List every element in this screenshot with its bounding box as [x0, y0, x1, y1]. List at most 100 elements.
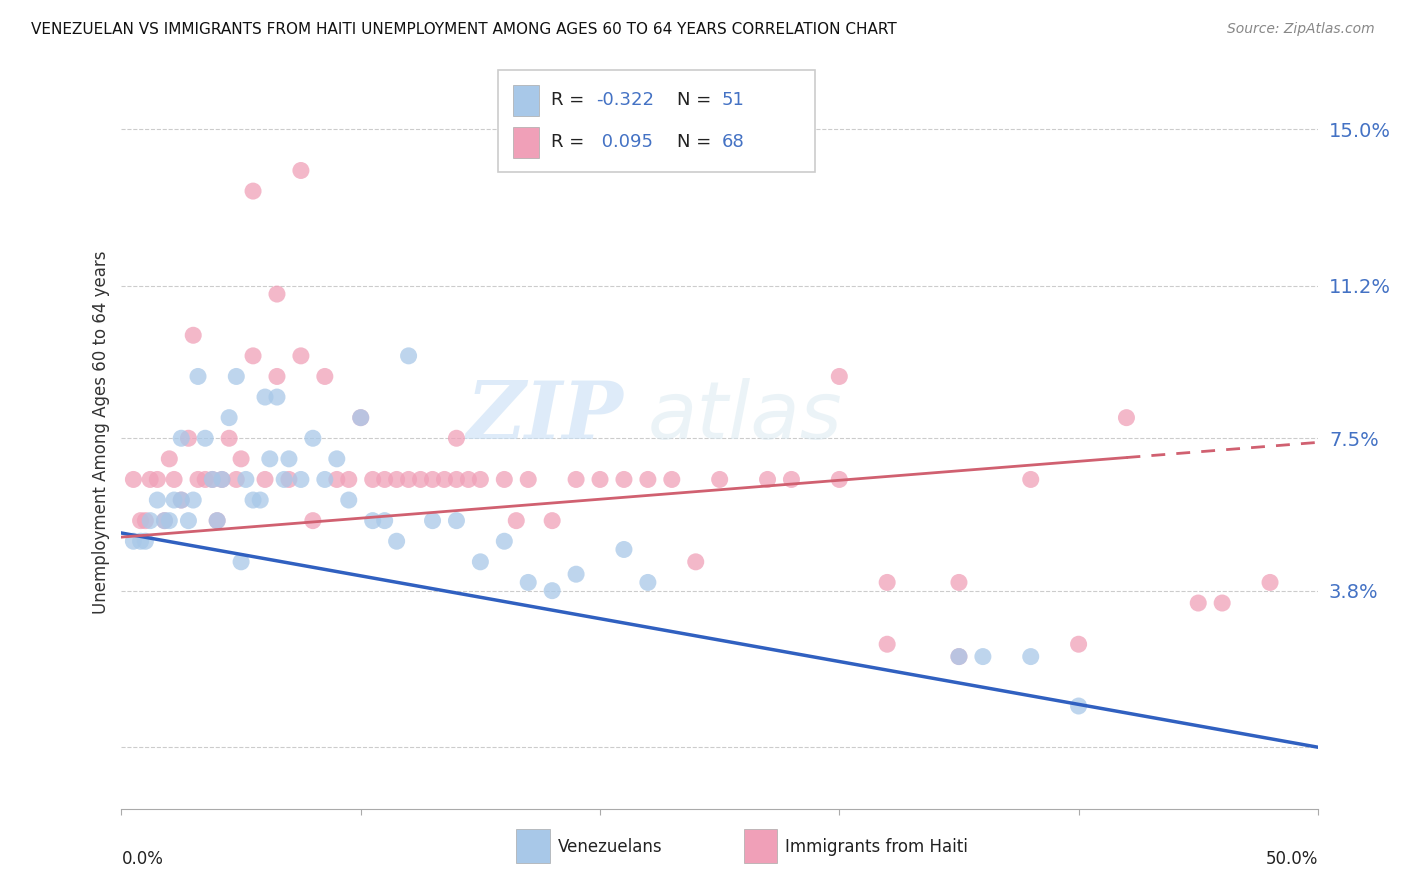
Point — [290, 472, 312, 486]
Point — [194, 472, 217, 486]
Point — [446, 472, 468, 486]
Point — [709, 472, 731, 486]
Point — [1019, 472, 1042, 486]
Point — [457, 472, 479, 486]
Point — [253, 472, 276, 486]
Point — [314, 472, 336, 486]
Point — [163, 493, 186, 508]
Point — [181, 328, 204, 343]
Point — [139, 514, 162, 528]
Point — [1067, 698, 1090, 713]
Point — [170, 493, 193, 508]
Point — [266, 390, 288, 404]
Point — [494, 472, 516, 486]
Point — [398, 349, 420, 363]
Point — [242, 493, 264, 508]
Point — [211, 472, 233, 486]
Point — [350, 410, 373, 425]
Text: 0.095: 0.095 — [596, 133, 654, 151]
Y-axis label: Unemployment Among Ages 60 to 64 years: Unemployment Among Ages 60 to 64 years — [93, 251, 110, 614]
Point — [948, 575, 970, 590]
Point — [756, 472, 779, 486]
Text: R =: R = — [551, 133, 591, 151]
Point — [163, 472, 186, 486]
Point — [290, 163, 312, 178]
Point — [177, 431, 200, 445]
FancyBboxPatch shape — [513, 85, 538, 116]
Point — [170, 431, 193, 445]
Point — [218, 410, 240, 425]
Point — [446, 431, 468, 445]
Point — [541, 583, 564, 598]
Point — [948, 649, 970, 664]
Point — [613, 542, 636, 557]
Point — [146, 472, 169, 486]
Point — [249, 493, 271, 508]
Point — [637, 575, 659, 590]
FancyBboxPatch shape — [744, 830, 778, 863]
Point — [361, 472, 384, 486]
Point — [517, 575, 540, 590]
Text: Immigrants from Haiti: Immigrants from Haiti — [786, 838, 969, 855]
Text: 68: 68 — [723, 133, 745, 151]
Point — [235, 472, 257, 486]
Point — [422, 514, 444, 528]
Text: atlas: atlas — [648, 378, 842, 456]
Point — [201, 472, 224, 486]
Point — [157, 451, 180, 466]
Point — [302, 431, 325, 445]
Point — [876, 575, 898, 590]
Point — [229, 555, 252, 569]
Point — [409, 472, 432, 486]
FancyBboxPatch shape — [516, 830, 550, 863]
Point — [589, 472, 612, 486]
Point — [157, 514, 180, 528]
Text: N =: N = — [676, 91, 717, 110]
Point — [1211, 596, 1233, 610]
Point — [211, 472, 233, 486]
Point — [541, 514, 564, 528]
Point — [385, 534, 408, 549]
Point — [242, 349, 264, 363]
Point — [337, 493, 360, 508]
Point — [828, 472, 851, 486]
Point — [876, 637, 898, 651]
Point — [129, 534, 152, 549]
Point — [1115, 410, 1137, 425]
Point — [517, 472, 540, 486]
Point — [122, 534, 145, 549]
Point — [780, 472, 803, 486]
FancyBboxPatch shape — [513, 127, 538, 159]
Point — [225, 472, 247, 486]
Point — [422, 472, 444, 486]
Point — [302, 514, 325, 528]
Point — [187, 369, 209, 384]
Point — [259, 451, 281, 466]
Text: 0.0%: 0.0% — [121, 850, 163, 869]
Point — [374, 472, 396, 486]
Point — [470, 555, 492, 569]
Text: ZIP: ZIP — [467, 378, 624, 456]
Point — [187, 472, 209, 486]
Point — [948, 649, 970, 664]
FancyBboxPatch shape — [498, 70, 815, 172]
Point — [326, 472, 349, 486]
Point — [229, 451, 252, 466]
Text: 51: 51 — [723, 91, 745, 110]
Point — [505, 514, 527, 528]
Point — [181, 493, 204, 508]
Text: VENEZUELAN VS IMMIGRANTS FROM HAITI UNEMPLOYMENT AMONG AGES 60 TO 64 YEARS CORRE: VENEZUELAN VS IMMIGRANTS FROM HAITI UNEM… — [31, 22, 897, 37]
Point — [398, 472, 420, 486]
Point — [685, 555, 707, 569]
Point — [494, 534, 516, 549]
Point — [337, 472, 360, 486]
Point — [314, 369, 336, 384]
Point — [139, 472, 162, 486]
Point — [828, 369, 851, 384]
Point — [1019, 649, 1042, 664]
Point — [129, 514, 152, 528]
Point — [661, 472, 683, 486]
Point — [225, 369, 247, 384]
Point — [565, 567, 588, 582]
Point — [194, 431, 217, 445]
